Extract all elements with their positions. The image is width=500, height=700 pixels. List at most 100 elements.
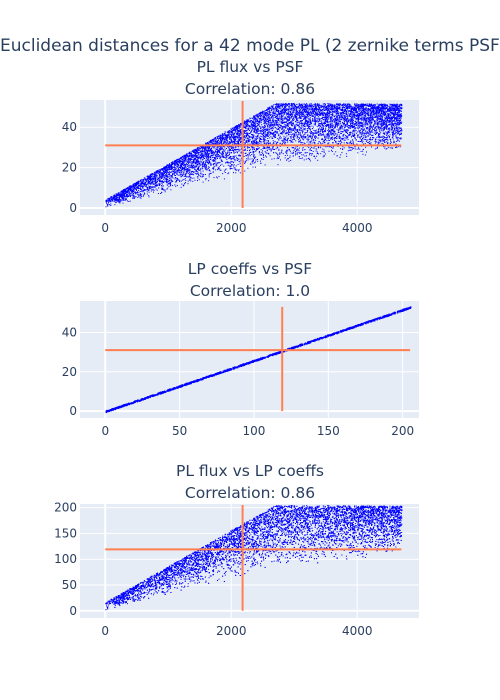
plot1-point xyxy=(270,136,271,137)
plot1-point xyxy=(366,123,367,124)
plot1-point xyxy=(271,150,272,151)
plot1-point xyxy=(321,143,322,144)
plot1-point xyxy=(269,135,270,136)
plot1-point xyxy=(228,155,229,156)
plot1-point xyxy=(159,169,160,170)
plot1-point xyxy=(149,196,150,197)
plot1-point xyxy=(247,122,248,123)
plot1-point xyxy=(327,124,328,125)
plot1-point xyxy=(306,159,307,160)
plot1-point xyxy=(308,140,309,141)
plot1-point xyxy=(252,149,253,150)
plot1-point xyxy=(221,135,222,136)
plot1-point xyxy=(349,147,350,148)
plot1-point xyxy=(390,147,391,148)
plot1-point xyxy=(284,143,285,144)
plot1-point xyxy=(205,179,206,180)
plot1-point xyxy=(398,120,399,121)
plot1-point xyxy=(275,117,276,118)
plot1-point xyxy=(178,175,179,176)
plot1-point xyxy=(273,128,274,129)
plot1-point xyxy=(298,134,299,135)
plot1-point xyxy=(328,140,329,141)
plot1-point xyxy=(347,133,348,134)
plot1-point xyxy=(310,117,311,118)
plot1-point xyxy=(289,161,290,162)
plot1-point xyxy=(297,152,298,153)
plot1-point xyxy=(209,175,210,176)
plot1-point xyxy=(278,105,279,106)
plot1-point xyxy=(313,127,314,128)
plot1-point xyxy=(210,156,211,157)
plot1-point xyxy=(349,132,350,133)
plot1-point xyxy=(218,167,219,168)
plot1-point xyxy=(282,113,283,114)
plot1-point xyxy=(120,201,121,202)
plot1-point xyxy=(192,181,193,182)
plot1-point xyxy=(215,138,216,139)
plot1-point xyxy=(270,155,271,156)
plot1-point xyxy=(322,143,323,144)
plot1-point xyxy=(283,130,284,131)
plot1-point xyxy=(202,177,203,178)
plot1-point xyxy=(322,115,323,116)
plot1-point xyxy=(153,187,154,188)
plot1-point xyxy=(398,137,399,138)
plot1-point xyxy=(392,147,393,148)
plot1-point xyxy=(396,141,397,142)
plot1-point xyxy=(203,155,204,156)
plot1-point xyxy=(309,149,310,150)
plot1-point xyxy=(148,185,149,186)
plot1-point xyxy=(342,117,343,118)
plot1-point xyxy=(214,177,215,178)
plot1-point xyxy=(392,116,393,117)
plot1-point xyxy=(399,138,400,139)
plot1-point xyxy=(185,180,186,181)
plot1-point xyxy=(139,183,140,184)
plot1-point xyxy=(351,125,352,126)
plot1-point xyxy=(401,128,402,129)
plot1-point xyxy=(397,124,398,125)
plot1-point xyxy=(325,128,326,129)
plot1-point xyxy=(273,152,274,153)
plot1-point xyxy=(189,162,190,163)
plot1-point xyxy=(220,140,221,141)
plot1-point xyxy=(268,136,269,137)
plot1-point xyxy=(289,108,290,109)
plot1-point xyxy=(390,134,391,135)
plot1-point xyxy=(231,141,232,142)
plot1-point xyxy=(131,193,132,194)
plot1-point xyxy=(302,112,303,113)
plot1-point xyxy=(401,113,402,114)
plot1-point xyxy=(146,182,147,183)
plot1-point xyxy=(278,164,279,165)
plot1-point xyxy=(321,127,322,128)
plot1-point xyxy=(257,161,258,162)
plot1-point xyxy=(381,109,382,110)
plot1: 0 2000 400002040 xyxy=(62,100,419,235)
plot1-point xyxy=(257,138,258,139)
plot1-point xyxy=(225,141,226,142)
plot1-point xyxy=(153,192,154,193)
plot1-point xyxy=(375,148,376,149)
plot1-point xyxy=(188,168,189,169)
plot1-point xyxy=(340,117,341,118)
plot1-point xyxy=(202,168,203,169)
plot1-point xyxy=(207,162,208,163)
plot1-point xyxy=(323,141,324,142)
plot1-point xyxy=(384,148,385,149)
plot1-point xyxy=(233,172,234,173)
plot1-point xyxy=(355,127,356,128)
plot1-point xyxy=(213,143,214,144)
plot1-point xyxy=(343,124,344,125)
plot1-point xyxy=(244,163,245,164)
plot1-point xyxy=(219,166,220,167)
plot1-point xyxy=(307,108,308,109)
plot1-point xyxy=(193,164,194,165)
plot1-point xyxy=(337,143,338,144)
plot1-point xyxy=(339,124,340,125)
plot1-point xyxy=(330,114,331,115)
plot1-point xyxy=(388,111,389,112)
plot1-point xyxy=(345,109,346,110)
plot1-point xyxy=(323,126,324,127)
